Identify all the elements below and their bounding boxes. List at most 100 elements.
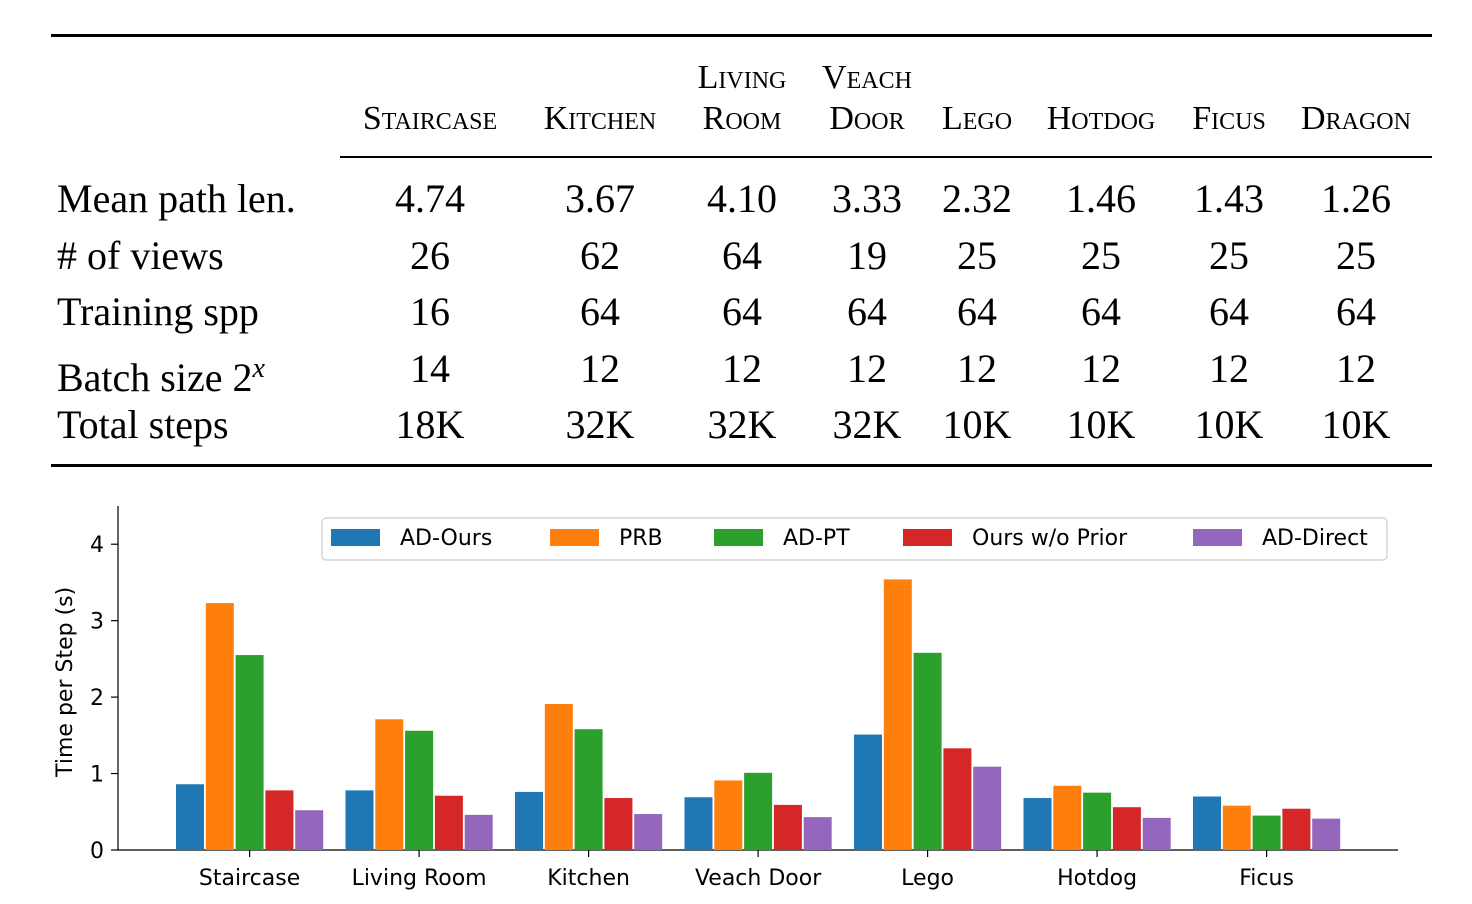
table-cell: 32K [707, 402, 777, 447]
bar [434, 795, 463, 850]
row-label-text: Total steps [57, 402, 229, 447]
table-cell: 12 [722, 346, 762, 391]
column-header-line1: Living [697, 59, 787, 96]
bar [943, 748, 972, 850]
bar [1193, 796, 1221, 850]
table-cell: 64 [722, 233, 762, 278]
table-cell: 12 [1209, 346, 1249, 391]
table-cell: 64 [1336, 289, 1376, 334]
x-tick-label: Kitchen [547, 866, 630, 891]
table-cell: 25 [1336, 233, 1376, 278]
table-cell: 16 [410, 289, 450, 334]
table-cell: 1.43 [1194, 176, 1264, 221]
row-label: # of views [57, 233, 224, 279]
y-axis-label: Time per Step (s) [53, 587, 78, 778]
table-cell: 64 [847, 289, 887, 334]
y-tick-label: 1 [90, 763, 104, 788]
row-label-superscript: x [252, 353, 265, 384]
column-header-line1: Veach [822, 59, 912, 96]
bar [1282, 808, 1311, 850]
column-header: Kitchen [543, 100, 657, 137]
row-label-text: Batch size 2 [57, 355, 253, 400]
table-cell: 10K [1194, 402, 1264, 447]
table-cell: 64 [957, 289, 997, 334]
bar [714, 780, 743, 850]
bar [913, 652, 942, 850]
legend-swatch [550, 529, 599, 546]
bar [375, 719, 404, 850]
bar [345, 790, 374, 850]
legend-swatch [331, 529, 380, 546]
bar [1312, 818, 1341, 850]
bar [604, 798, 633, 850]
x-tick-label: Veach Door [695, 866, 822, 891]
bar [1112, 807, 1141, 850]
table-cell: 4.10 [707, 176, 777, 221]
table-cell: 3.67 [565, 176, 635, 221]
table-cell: 10K [942, 402, 1012, 447]
x-tick-label: Lego [901, 866, 954, 891]
y-tick-label: 0 [90, 839, 104, 864]
y-tick-label: 3 [90, 610, 104, 635]
row-label-text: # of views [57, 233, 224, 278]
bar [464, 814, 493, 850]
column-header: Hotdog [1046, 100, 1156, 137]
table-cell: 1.26 [1321, 176, 1391, 221]
table-cell: 4.74 [395, 176, 465, 221]
column-header: Room [702, 100, 782, 137]
table-cell: 12 [1081, 346, 1121, 391]
legend-label: Ours w/o Prior [972, 526, 1128, 551]
table-cell: 2.32 [942, 176, 1012, 221]
legend-label: PRB [619, 526, 663, 551]
table-cell: 64 [722, 289, 762, 334]
table-cell: 12 [847, 346, 887, 391]
column-header: Dragon [1301, 100, 1411, 137]
legend-swatch [714, 529, 763, 546]
bar [1023, 798, 1052, 850]
row-label-text: Training spp [57, 289, 259, 334]
legend-label: AD-Ours [400, 526, 492, 551]
table-cell: 10K [1321, 402, 1391, 447]
table-bottom-rule [51, 464, 1432, 467]
bar [515, 791, 543, 850]
column-header: Door [829, 100, 905, 137]
table-cell: 32K [832, 402, 902, 447]
bar [176, 784, 204, 850]
bar [1222, 805, 1251, 850]
table-cell: 12 [957, 346, 997, 391]
column-header: Lego [941, 100, 1013, 137]
table-cell: 1.46 [1066, 176, 1136, 221]
legend-label: AD-PT [783, 526, 850, 551]
row-label: Mean path len. [57, 176, 296, 222]
row-label-text: Mean path len. [57, 176, 296, 221]
column-header: Ficus [1192, 100, 1266, 137]
table-cell: 26 [410, 233, 450, 278]
time-per-step-bar-chart: Staircase Living Room Kitchen Veach Door Leg… [53, 506, 1398, 891]
table-cell: 64 [580, 289, 620, 334]
bar [803, 817, 832, 850]
table-cell: 14 [410, 346, 450, 391]
bar [1252, 815, 1281, 850]
bar [684, 797, 713, 850]
y-tick-label: 4 [90, 533, 104, 558]
table-cell: 3.33 [832, 176, 902, 221]
table-cell: 10K [1066, 402, 1136, 447]
bar [1142, 817, 1171, 850]
table-cell: 25 [1081, 233, 1121, 278]
legend-swatch [1193, 529, 1242, 546]
table-cell: 19 [847, 233, 887, 278]
x-tick-label: Staircase [199, 866, 300, 891]
legend-box [321, 517, 1388, 561]
x-tick-label: Hotdog [1057, 866, 1137, 891]
legend-swatch [903, 529, 952, 546]
row-label: Total steps [57, 402, 229, 448]
legend-label: AD-Direct [1262, 526, 1368, 551]
bar [744, 772, 773, 850]
table-top-rule [51, 34, 1432, 37]
table-cell: 12 [1336, 346, 1376, 391]
table-cell: 25 [957, 233, 997, 278]
table-cell: 64 [1209, 289, 1249, 334]
table-header-rule [340, 156, 1432, 158]
bar [295, 810, 324, 850]
table-cell: 18K [395, 402, 465, 447]
